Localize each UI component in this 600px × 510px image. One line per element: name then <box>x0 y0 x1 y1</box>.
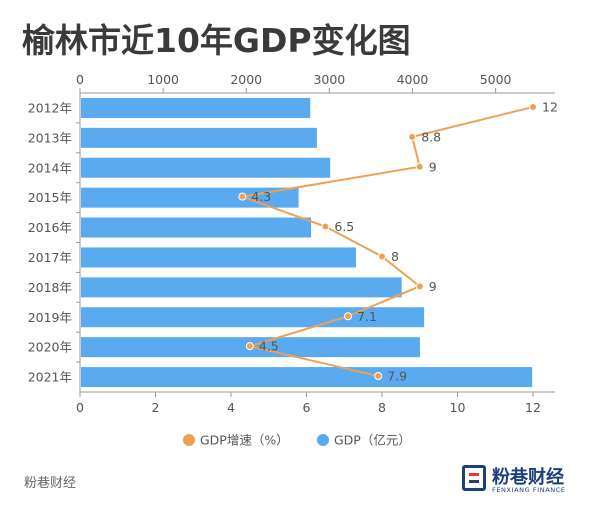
growth-point <box>415 162 424 171</box>
category-label: 2015年 <box>28 190 72 205</box>
growth-data-label: 4.5 <box>259 339 279 354</box>
top-axis-tick-label: 2000 <box>230 72 262 87</box>
category-label: 2016年 <box>28 220 72 235</box>
category-label: 2012年 <box>28 100 72 115</box>
top-axis-tick-label: 3000 <box>313 72 345 87</box>
bottom-axis-tick-label: 8 <box>378 400 386 415</box>
bottom-axis-tick-label: 6 <box>303 400 311 415</box>
growth-point <box>245 342 254 351</box>
growth-point <box>408 132 417 141</box>
category-label: 2013年 <box>28 130 72 145</box>
source-label: 粉巷财经 <box>24 476 77 491</box>
growth-point <box>238 192 247 201</box>
growth-point <box>321 222 330 231</box>
legend-label-gdp: GDP（亿元） <box>334 433 411 448</box>
top-axis-tick-label: 0 <box>76 72 84 87</box>
gdp-bar <box>81 367 533 388</box>
category-label: 2014年 <box>28 160 72 175</box>
top-axis-tick-label: 4000 <box>397 72 429 87</box>
growth-line <box>241 105 534 378</box>
logo-text: 粉巷财经 <box>492 467 564 488</box>
growth-point <box>378 252 386 261</box>
category-label: 2021年 <box>28 370 72 385</box>
gdp-bar <box>81 127 317 148</box>
growth-point <box>374 372 383 381</box>
bottom-axis-tick-label: 4 <box>227 400 235 415</box>
growth-data-label: 7.9 <box>387 369 407 384</box>
growth-data-label: 8.8 <box>421 129 441 144</box>
growth-data-label: 8 <box>391 249 399 264</box>
category-label: 2018年 <box>28 280 72 295</box>
gdp-bar <box>81 157 331 178</box>
logo-subtitle: FENXIANG FINANCE <box>492 486 566 494</box>
legend-label-growth: GDP增速（%） <box>200 433 289 448</box>
logo-icon <box>462 465 486 491</box>
legend-swatch-growth <box>183 434 195 446</box>
gdp-bar <box>81 307 425 328</box>
bottom-axis-tick-label: 12 <box>525 400 541 415</box>
growth-point <box>344 312 353 321</box>
growth-data-label: 4.3 <box>251 189 271 204</box>
growth-data-label: 7.1 <box>357 309 377 324</box>
gdp-bar <box>81 217 312 238</box>
gdp-bar <box>81 277 402 298</box>
category-label: 2017年 <box>28 250 72 265</box>
bottom-axis-tick-label: 10 <box>450 400 466 415</box>
bottom-axis-tick-label: 0 <box>76 400 84 415</box>
top-axis-tick-label: 5000 <box>480 72 512 87</box>
growth-data-label: 12 <box>542 99 558 114</box>
page-title: 榆林市近10年GDP变化图 <box>22 21 411 60</box>
growth-point <box>415 282 424 291</box>
category-label: 2019年 <box>28 310 72 325</box>
growth-data-label: 9 <box>429 279 437 294</box>
top-axis-tick-label: 1000 <box>147 72 179 87</box>
growth-point <box>529 102 537 111</box>
growth-data-label: 6.5 <box>334 219 354 234</box>
gdp-bar <box>81 97 311 118</box>
category-label: 2020年 <box>28 340 72 355</box>
brand-logo: 粉巷财经 FENXIANG FINANCE <box>462 463 582 497</box>
growth-data-label: 9 <box>429 159 437 174</box>
gdp-bar <box>81 247 356 268</box>
gdp-bar <box>81 187 299 208</box>
bottom-axis-tick-label: 2 <box>152 400 160 415</box>
legend-swatch-gdp <box>317 434 329 446</box>
